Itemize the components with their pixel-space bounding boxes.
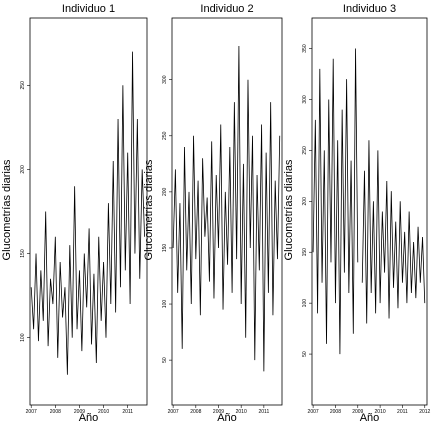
y-axis-label: Glucometrías diarias — [143, 159, 155, 260]
y-tick-label: 350 — [302, 44, 308, 53]
data-line — [30, 51, 145, 375]
y-tick-label: 200 — [162, 187, 168, 196]
plot-frame — [171, 17, 283, 406]
x-tick-label: 2011 — [122, 409, 133, 415]
x-tick-label: 2011 — [397, 409, 408, 415]
x-tick-label: 2009 — [213, 409, 224, 415]
y-tick-label: 150 — [20, 249, 26, 258]
y-axis-label: Glucometrías diarias — [1, 159, 13, 260]
x-axis-label: Año — [217, 412, 237, 424]
y-tick-label: 150 — [162, 244, 168, 253]
y-tick-label: 250 — [162, 131, 168, 140]
y-tick-label: 200 — [20, 165, 26, 174]
y-tick-label: 100 — [302, 299, 308, 308]
x-tick-label: 2007 — [26, 409, 37, 415]
y-tick-label: 100 — [20, 333, 26, 342]
x-tick-label: 2010 — [236, 409, 247, 415]
y-tick-label: 300 — [162, 75, 168, 84]
y-tick-label: 200 — [302, 197, 308, 206]
y-tick-label: 100 — [162, 300, 168, 309]
y-tick-label: 50 — [162, 357, 168, 363]
x-tick-label: 2008 — [50, 409, 61, 415]
x-tick-label: 2009 — [352, 409, 363, 415]
panel-title: Individuo 2 — [200, 3, 253, 15]
data-line — [172, 46, 281, 372]
x-tick-label: 2007 — [168, 409, 179, 415]
plot-frame — [29, 17, 148, 406]
x-tick-label: 2009 — [74, 409, 85, 415]
x-tick-label: 2010 — [98, 409, 109, 415]
x-tick-label: 2008 — [330, 409, 341, 415]
x-tick-label: 2012 — [419, 409, 430, 415]
x-tick-label: 2007 — [308, 409, 319, 415]
data-line — [361, 140, 426, 324]
panel-title: Individuo 3 — [343, 3, 396, 15]
x-axis-label: Año — [79, 412, 99, 424]
data-line — [312, 48, 359, 355]
x-tick-label: 2008 — [190, 409, 201, 415]
x-axis-label: Año — [360, 412, 380, 424]
plot-frame — [311, 17, 428, 406]
y-tick-label: 250 — [20, 81, 26, 90]
y-tick-label: 300 — [302, 95, 308, 104]
x-tick-label: 2010 — [375, 409, 386, 415]
y-tick-label: 150 — [302, 248, 308, 257]
x-tick-label: 2011 — [258, 409, 269, 415]
y-tick-label: 250 — [302, 146, 308, 155]
panel-title: Individuo 1 — [62, 3, 115, 15]
y-axis-label: Glucometrías diarias — [283, 159, 295, 260]
y-tick-label: 50 — [302, 351, 308, 357]
